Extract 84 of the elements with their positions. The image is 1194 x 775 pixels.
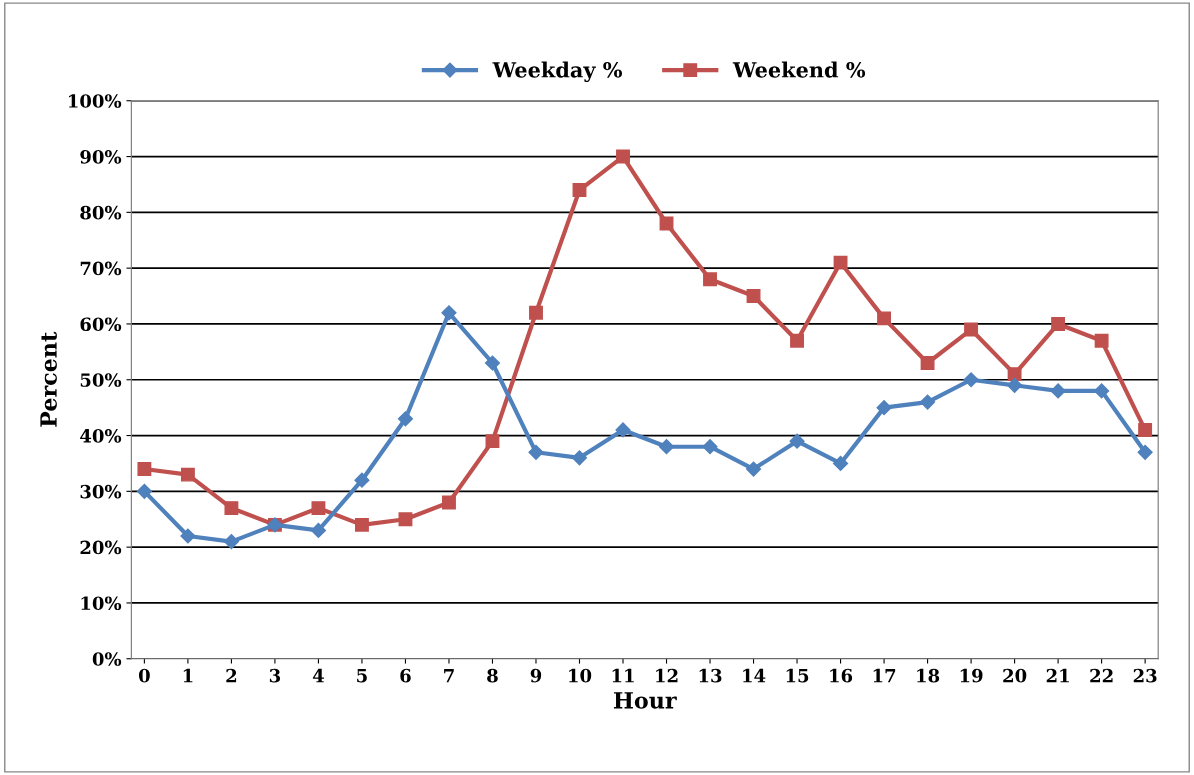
point (920, 394, 936, 410)
x-tick-label: 20 (1003, 668, 1027, 683)
y-tick-label: 40% (80, 429, 122, 443)
point (746, 289, 761, 303)
x-tick-label: 10 (569, 668, 592, 683)
y-tick-label: 50% (80, 373, 122, 387)
point (833, 255, 848, 270)
x-tick-label: 19 (960, 668, 983, 683)
x-tick-label: 16 (830, 668, 853, 683)
x-tick-label: 0 (138, 668, 150, 683)
point (964, 322, 979, 337)
point (789, 433, 805, 449)
point (615, 422, 631, 438)
point (354, 517, 369, 532)
point (616, 149, 630, 164)
point (1051, 317, 1066, 331)
y-tick-label: 80% (80, 205, 122, 220)
point (1007, 377, 1023, 393)
point (876, 400, 892, 416)
point (442, 495, 456, 510)
x-tick-label: 4 (312, 668, 324, 683)
point (702, 439, 718, 455)
point (310, 522, 327, 538)
point (397, 411, 414, 427)
x-tick-label: 5 (357, 669, 367, 683)
x-tick-label: 9 (530, 668, 542, 683)
x-tick-label: 7 (444, 669, 454, 683)
point (180, 467, 195, 482)
x-tick-label: 14 (743, 668, 766, 683)
point (1094, 333, 1109, 348)
y-tick-label: 10% (81, 596, 122, 611)
y-tick-label: 30% (80, 484, 122, 499)
point (920, 356, 935, 370)
y-axis-title: Percent (40, 331, 57, 427)
x-tick-label: 23 (1133, 668, 1157, 683)
x-tick-label: 2 (226, 668, 237, 683)
y-tick-label: 100% (68, 94, 122, 108)
point (745, 461, 762, 477)
x-tick-label: 3 (269, 668, 281, 683)
y-tick-label: 0% (92, 652, 122, 666)
point (136, 483, 152, 499)
point (703, 272, 717, 287)
point (572, 183, 587, 197)
legend-label: Weekday % (492, 61, 623, 82)
point (223, 533, 239, 550)
point (529, 305, 543, 320)
x-axis-title: Hour (613, 692, 677, 709)
point (1007, 367, 1022, 382)
x-tick-label: 1 (183, 668, 193, 683)
y-tick-label: 20% (80, 540, 122, 555)
point (1137, 444, 1153, 460)
legend-label: Weekend % (732, 61, 866, 78)
x-tick-label: 22 (1090, 668, 1113, 683)
point (832, 455, 849, 472)
point (571, 450, 588, 466)
point (354, 472, 370, 488)
y-tick-label: 60% (80, 317, 122, 332)
x-tick-label: 12 (656, 668, 678, 683)
x-tick-label: 13 (699, 668, 722, 683)
point (180, 528, 196, 544)
point (1050, 383, 1066, 399)
x-tick-label: 11 (612, 668, 634, 683)
point (224, 501, 239, 516)
x-tick-label: 8 (487, 668, 498, 683)
point (484, 355, 501, 371)
x-tick-label: 18 (917, 668, 940, 683)
point (658, 439, 675, 455)
x-tick-label: 21 (1046, 668, 1069, 683)
point (137, 462, 152, 476)
point (528, 444, 544, 460)
point (963, 372, 979, 388)
y-tick-label: 90% (80, 150, 122, 164)
x-tick-label: 17 (873, 668, 896, 683)
point (441, 305, 457, 321)
point (1138, 423, 1153, 437)
y-tick-label: 70% (80, 261, 122, 276)
point (398, 512, 413, 527)
point (1094, 383, 1110, 399)
point (485, 434, 500, 449)
x-tick-label: 15 (786, 668, 809, 683)
x-tick-label: 6 (400, 668, 411, 683)
point (311, 501, 326, 516)
point (877, 311, 892, 326)
point (790, 333, 804, 348)
